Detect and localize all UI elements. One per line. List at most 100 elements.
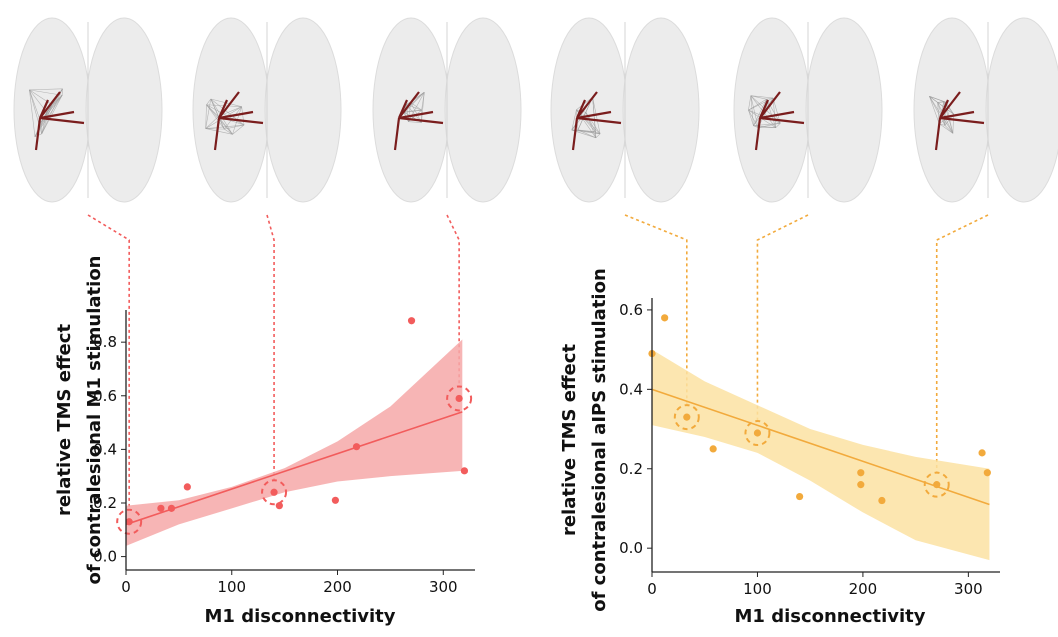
left-hemisphere — [192, 17, 270, 203]
y-tick-label: 0.6 — [619, 301, 643, 319]
highlight-circle — [446, 385, 473, 412]
network-edge — [205, 128, 225, 130]
y-tick-label: 0.6 — [93, 387, 117, 405]
network-edge — [748, 97, 774, 111]
network-edge — [41, 88, 63, 134]
network-edge — [410, 102, 422, 123]
x-tick-label: 0 — [121, 578, 131, 596]
y-tick-label: 0.0 — [619, 539, 643, 557]
network-edge — [205, 124, 245, 129]
highlight-circle — [923, 471, 950, 498]
y-tick-label: 0.4 — [93, 440, 117, 458]
network-edge — [410, 102, 422, 111]
network-edge — [766, 97, 774, 100]
network-edge — [944, 125, 954, 134]
network-edge — [571, 112, 587, 131]
y-axis-label-line1: relative TMS effect — [54, 324, 75, 516]
highlight-circle — [744, 420, 771, 447]
brain-thumbnail — [13, 17, 163, 203]
brain-thumbnail — [733, 17, 883, 203]
right-hemisphere — [444, 17, 522, 203]
data-point — [683, 413, 691, 421]
x-tick-label: 100 — [217, 578, 246, 596]
network-edge — [748, 109, 759, 128]
x-tick-label: 200 — [849, 580, 878, 598]
y-tick-label: 0.4 — [619, 380, 643, 398]
network-edge — [929, 96, 946, 126]
brain-thumbnail — [550, 17, 700, 203]
data-point — [661, 314, 669, 322]
y-tick-label: 0.0 — [93, 548, 117, 566]
disconnected-tract — [575, 99, 587, 119]
network-edge — [750, 95, 759, 128]
brain-thumbnail — [372, 17, 522, 203]
network-edge — [29, 89, 42, 123]
data-point — [407, 317, 416, 325]
y-axis-label-line2: of contralesional M1 stimulation — [84, 255, 105, 584]
right-hemisphere — [264, 17, 342, 203]
disconnected-tract — [938, 99, 950, 119]
network-edge — [224, 128, 233, 135]
x-tick-label: 200 — [323, 578, 352, 596]
data-point — [275, 502, 283, 510]
disconnected-tract — [218, 116, 264, 125]
x-tick-label: 300 — [954, 580, 983, 598]
brain-thumbnail — [192, 17, 342, 203]
right-hemisphere — [985, 17, 1058, 203]
regression-line — [125, 411, 463, 526]
data-point — [978, 449, 986, 457]
network-edge — [750, 95, 754, 126]
network-edge — [595, 133, 601, 139]
brain-leader-lines — [87, 214, 989, 510]
network-edge — [46, 95, 63, 113]
network-edge — [775, 123, 781, 128]
right-hemisphere — [622, 17, 700, 203]
leader-line — [87, 214, 130, 510]
y-axis-label-line2: of contralesional aIPS stimulation — [589, 268, 610, 612]
network-edge — [29, 88, 63, 91]
data-point — [167, 504, 176, 512]
network-edge — [224, 124, 245, 130]
disconnected-tract — [393, 117, 401, 151]
x-axis-label: M1 disconnectivity — [204, 606, 395, 627]
network-edge — [210, 98, 225, 130]
left-hemisphere — [733, 17, 811, 203]
network-edge — [206, 104, 245, 126]
data-point — [352, 443, 361, 451]
y-axis-label-line1: relative TMS effect — [559, 344, 580, 536]
left-hemisphere — [550, 17, 628, 203]
disconnected-tract — [218, 91, 240, 119]
leader-line — [266, 214, 275, 481]
data-point — [460, 467, 469, 475]
y-tick-label: 0.2 — [619, 460, 643, 478]
network-edge — [937, 101, 944, 103]
data-point — [125, 518, 133, 526]
disconnected-tract — [759, 116, 805, 125]
data-point — [983, 469, 991, 477]
disconnected-tract — [39, 116, 85, 125]
y-tick-label: 0.8 — [93, 333, 117, 351]
network-edge — [571, 109, 577, 131]
disconnected-tract — [398, 91, 420, 119]
brain-thumbnail — [913, 17, 1058, 203]
network-edge — [218, 116, 233, 135]
network-edge — [758, 122, 781, 128]
disconnected-tract — [754, 117, 762, 151]
disconnected-tract — [38, 99, 50, 119]
network-edge — [592, 97, 597, 138]
disconnected-tract — [398, 110, 434, 120]
network-edge — [929, 96, 944, 102]
data-point — [455, 394, 463, 403]
disconnected-tract — [576, 91, 598, 119]
network-edge — [750, 95, 767, 100]
brain-thumbnails — [13, 17, 1058, 203]
data-point — [331, 496, 339, 504]
highlight-circle — [673, 404, 700, 431]
disconnected-tract — [218, 110, 254, 120]
network-edge — [929, 96, 938, 103]
network-edge — [41, 95, 63, 134]
data-point — [157, 504, 165, 512]
disconnected-tract — [34, 117, 42, 151]
data-point — [183, 483, 191, 491]
network-edge — [421, 92, 425, 111]
